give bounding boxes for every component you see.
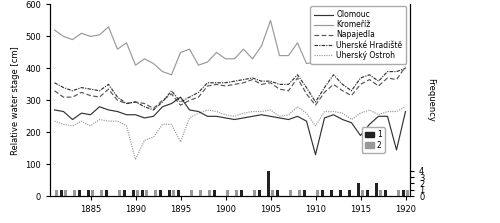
Bar xyxy=(64,190,67,196)
Bar xyxy=(276,190,280,196)
Bar xyxy=(105,190,108,196)
Bar xyxy=(396,190,400,196)
Bar xyxy=(168,190,172,196)
Bar xyxy=(90,190,94,196)
Bar xyxy=(154,190,157,196)
Bar xyxy=(240,190,244,196)
Bar xyxy=(375,184,378,196)
Bar xyxy=(190,190,193,196)
Bar xyxy=(226,190,229,196)
Bar xyxy=(303,190,306,196)
Bar xyxy=(406,190,409,196)
Bar xyxy=(298,190,301,196)
Bar xyxy=(72,190,76,196)
Bar xyxy=(136,190,139,196)
Bar xyxy=(270,190,274,196)
Bar xyxy=(252,190,256,196)
Legend: 1, 2: 1, 2 xyxy=(362,127,384,153)
Bar xyxy=(132,190,136,196)
Bar xyxy=(177,190,180,196)
Bar xyxy=(172,190,175,196)
Bar xyxy=(360,190,364,196)
Bar xyxy=(348,190,352,196)
Bar xyxy=(87,190,90,196)
Bar xyxy=(60,190,64,196)
Bar xyxy=(402,190,406,196)
Bar xyxy=(378,190,382,196)
Bar xyxy=(316,190,319,196)
Bar xyxy=(78,190,82,196)
Y-axis label: Relative water stage [cm]: Relative water stage [cm] xyxy=(10,46,20,155)
Bar xyxy=(198,190,202,196)
Bar xyxy=(54,190,58,196)
Bar xyxy=(288,190,292,196)
Bar xyxy=(118,190,121,196)
Y-axis label: Frequency: Frequency xyxy=(426,78,436,122)
Bar xyxy=(234,190,238,196)
Bar xyxy=(144,190,148,196)
Bar xyxy=(258,190,262,196)
Bar xyxy=(321,190,324,196)
Bar xyxy=(208,190,211,196)
Bar xyxy=(123,190,126,196)
Bar xyxy=(159,190,162,196)
Bar xyxy=(366,190,370,196)
Bar xyxy=(330,190,334,196)
Bar xyxy=(384,190,388,196)
Bar xyxy=(213,190,216,196)
Bar xyxy=(141,190,144,196)
Bar xyxy=(357,184,360,196)
Bar xyxy=(339,190,342,196)
Bar xyxy=(100,190,103,196)
Bar xyxy=(267,171,270,196)
